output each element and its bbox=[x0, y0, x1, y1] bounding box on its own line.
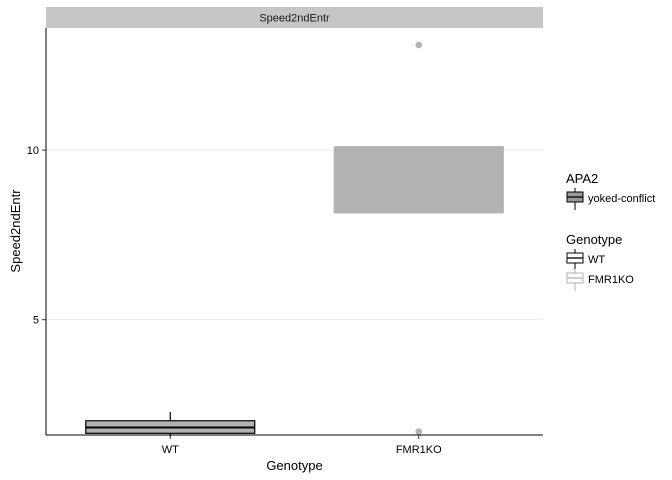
legend-title: APA2 bbox=[566, 171, 598, 186]
x-tick-label: WT bbox=[162, 444, 179, 456]
axes: 5 10 WT FMR1KO bbox=[27, 28, 543, 456]
facet-strip-label: Speed2ndEntr bbox=[259, 13, 330, 25]
x-tick-label: FMR1KO bbox=[396, 444, 442, 456]
legend-entry-label: WT bbox=[588, 254, 605, 266]
facet-strip bbox=[46, 7, 543, 28]
legend-title: Genotype bbox=[566, 232, 622, 247]
box bbox=[333, 146, 504, 214]
x-axis-title: Genotype bbox=[266, 458, 322, 473]
legend-entry-label: FMR1KO bbox=[588, 274, 634, 286]
outlier-point bbox=[415, 41, 423, 49]
box-marks bbox=[85, 41, 504, 437]
y-tick-label: 5 bbox=[33, 315, 39, 327]
y-axis-title: Speed2ndEntr bbox=[8, 189, 23, 273]
legend-entry-label: yoked-conflict bbox=[588, 193, 655, 205]
legend: APA2 yoked-conflict Genotype WT FMR1KO bbox=[566, 171, 655, 291]
y-tick-label: 10 bbox=[27, 145, 39, 157]
outlier-point bbox=[415, 428, 423, 435]
